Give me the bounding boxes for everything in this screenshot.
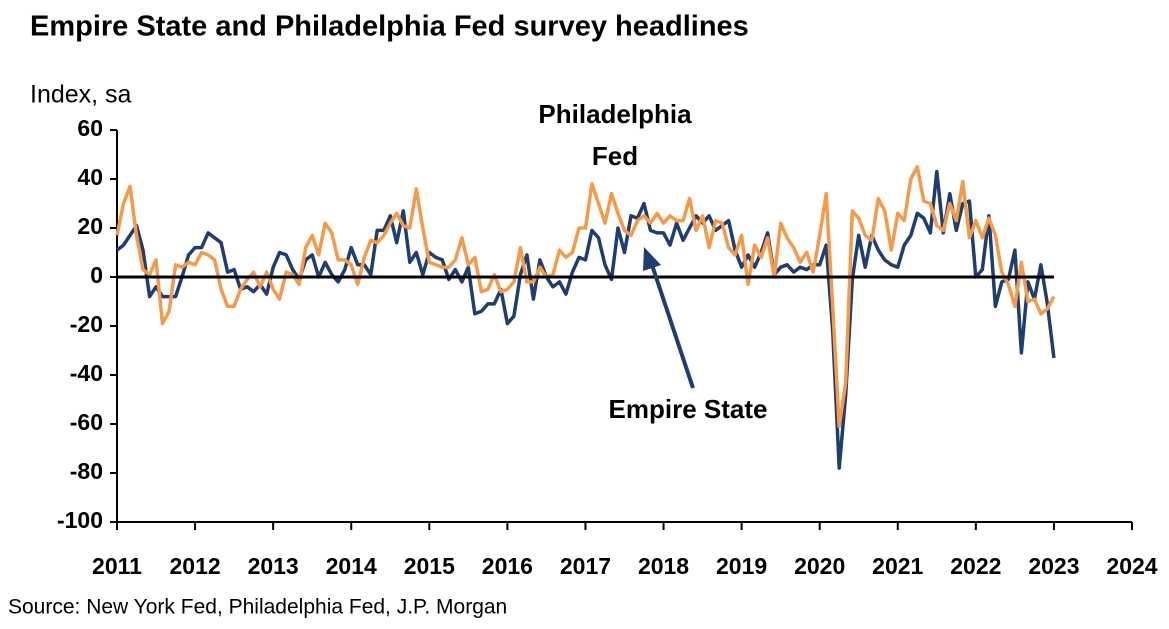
y-tick-label: -60 — [70, 409, 103, 435]
x-tick-label: 2020 — [794, 553, 845, 579]
x-tick-label: 2022 — [950, 553, 1001, 579]
series-line — [115, 165, 1056, 429]
x-tick-label: 2015 — [404, 553, 455, 579]
x-tick-label: 2019 — [716, 553, 767, 579]
source: Source: New York Fed, Philadelphia Fed, … — [8, 596, 507, 619]
y-axis-label: Index, sa — [30, 81, 132, 109]
chart-title: Empire State and Philadelphia Fed survey… — [30, 11, 749, 43]
x-tick-label: 2016 — [482, 553, 533, 579]
x-tick-label: 2013 — [248, 553, 299, 579]
annotation: Fed — [592, 141, 638, 171]
plot-area: -100 -80 -60 -40 -20 0 20 40 60 2011 2012 2013 2014 2… — [57, 115, 1158, 579]
arrow-head — [643, 247, 661, 271]
arrow-shaft — [650, 264, 695, 389]
y-tick-label: 60 — [77, 115, 103, 141]
y-tick-label: -100 — [57, 507, 103, 533]
x-tick-label: 2018 — [638, 553, 689, 579]
x-tick-label: 2023 — [1028, 553, 1079, 579]
annotation: Empire State — [609, 394, 768, 424]
y-tick-label: -20 — [70, 311, 103, 337]
x-tick-label: 2011 — [92, 553, 142, 579]
series-line — [115, 169, 1056, 470]
y-tick-label: 0 — [90, 262, 103, 288]
x-tick-label: 2017 — [560, 553, 611, 579]
y-tick-label: -80 — [70, 458, 103, 484]
annotation: Philadelphia — [538, 99, 692, 129]
x-tick-label: 2014 — [326, 553, 377, 579]
x-tick-label: 2024 — [1106, 553, 1157, 579]
y-tick-label: 20 — [77, 213, 103, 239]
x-tick-label: 2021 — [872, 553, 923, 579]
y-tick-label: -40 — [70, 360, 103, 386]
x-tick-label: 2012 — [169, 553, 220, 579]
y-tick-label: 40 — [77, 164, 103, 190]
